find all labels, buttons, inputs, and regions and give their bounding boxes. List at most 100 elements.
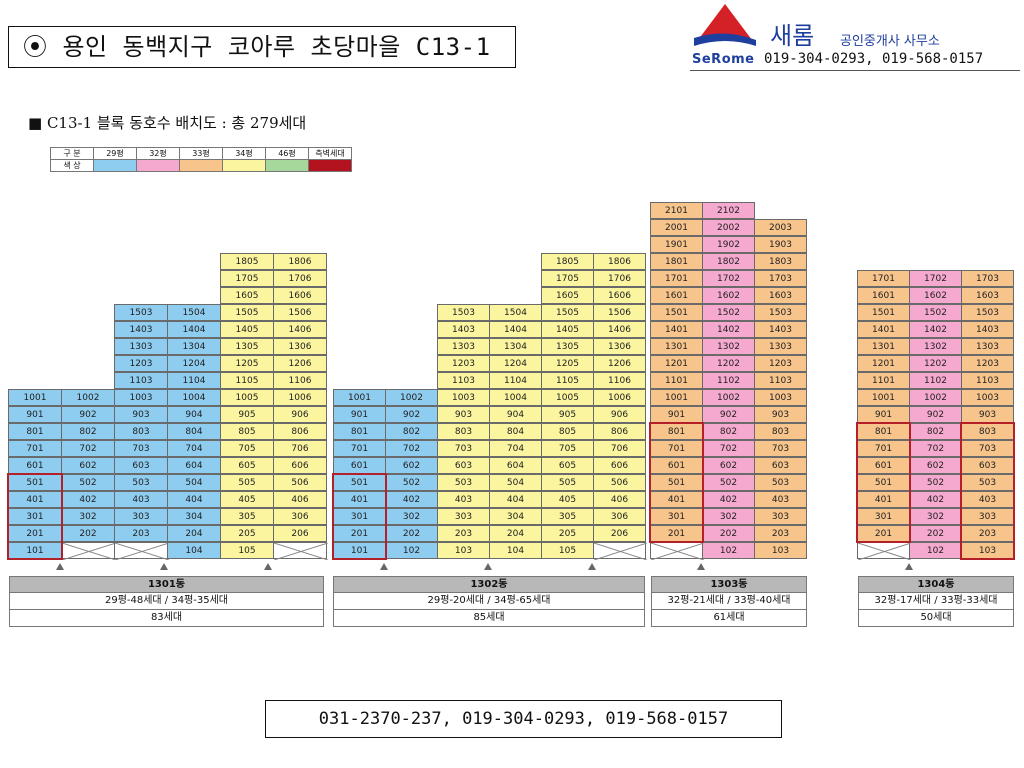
- unit-cell: 302: [909, 508, 962, 525]
- building-name: 1302동: [333, 576, 645, 593]
- unit-cell: 1605: [220, 287, 274, 304]
- unit-cell: 503: [754, 474, 807, 491]
- unit-cell: 1504: [167, 304, 221, 321]
- unit-cell: 306: [273, 508, 327, 525]
- unit-cell: 502: [385, 474, 438, 491]
- unit-cell: 1005: [220, 389, 274, 406]
- unit-cell: 705: [220, 440, 274, 457]
- unit-cell: 102: [385, 542, 438, 559]
- unit-cell: 603: [114, 457, 168, 474]
- unit-cell: 1206: [593, 355, 646, 372]
- unit-cell: 403: [754, 491, 807, 508]
- unit-cell: 105: [541, 542, 594, 559]
- unit-cell: 704: [489, 440, 542, 457]
- unit-cell: 1901: [650, 236, 703, 253]
- unit-cell: 803: [437, 423, 490, 440]
- unit-cell: 805: [220, 423, 274, 440]
- unit-cell: 1403: [754, 321, 807, 338]
- layout-subtitle: ■ C13-1 블록 동호수 배치도 : 총 279세대: [28, 114, 307, 132]
- unit-cell: 1503: [754, 304, 807, 321]
- unit-cell: 306: [593, 508, 646, 525]
- unit-cell: 303: [114, 508, 168, 525]
- unit-cell: 404: [489, 491, 542, 508]
- unit-cell: 703: [754, 440, 807, 457]
- unit-cell: 1403: [437, 321, 490, 338]
- building-name: 1304동: [858, 576, 1014, 593]
- empty-unit-cell: [61, 542, 116, 560]
- unit-cell: 304: [489, 508, 542, 525]
- legend-header: 34평: [222, 147, 266, 160]
- unit-cell: 901: [857, 406, 910, 423]
- building-name: 1303동: [651, 576, 807, 593]
- empty-unit-cell: [114, 542, 169, 560]
- unit-cell: 1503: [961, 304, 1014, 321]
- unit-cell: 1603: [961, 287, 1014, 304]
- legend-header: 측벽세대: [308, 147, 352, 160]
- unit-cell: 806: [273, 423, 327, 440]
- unit-cell: 1203: [754, 355, 807, 372]
- building-total-units: 85세대: [333, 610, 645, 627]
- unit-cell: 1602: [909, 287, 962, 304]
- unit-cell: 901: [8, 406, 62, 423]
- unit-cell: 606: [273, 457, 327, 474]
- empty-unit-cell: [593, 542, 647, 560]
- unit-cell: 906: [273, 406, 327, 423]
- unit-cell: 1302: [702, 338, 755, 355]
- unit-cell: 503: [114, 474, 168, 491]
- legend-color-row: 색 상: [50, 159, 352, 172]
- unit-cell: 203: [437, 525, 490, 542]
- unit-cell: 402: [702, 491, 755, 508]
- building-total-units: 50세대: [858, 610, 1014, 627]
- legend-header: 구 분: [50, 147, 94, 160]
- unit-cell: 1301: [857, 338, 910, 355]
- unit-cell: 902: [702, 406, 755, 423]
- building-total-units: 83세대: [9, 610, 324, 627]
- unit-cell: 701: [333, 440, 386, 457]
- unit-cell: 1806: [593, 253, 646, 270]
- entrance-arrow-icon: [697, 563, 705, 570]
- unit-cell: 2002: [702, 219, 755, 236]
- unit-cell: 903: [754, 406, 807, 423]
- unit-cell: 1105: [220, 372, 274, 389]
- unit-cell: 1203: [961, 355, 1014, 372]
- unit-cell: 1304: [167, 338, 221, 355]
- unit-cell: 902: [385, 406, 438, 423]
- unit-cell: 1104: [167, 372, 221, 389]
- unit-cell: 2102: [702, 202, 755, 219]
- unit-cell: 1405: [541, 321, 594, 338]
- unit-cell: 601: [333, 457, 386, 474]
- unit-cell: 604: [489, 457, 542, 474]
- unit-cell: 1406: [593, 321, 646, 338]
- unit-cell: 402: [61, 491, 115, 508]
- unit-cell: 102: [909, 542, 962, 559]
- unit-cell: 604: [167, 457, 221, 474]
- unit-cell: 702: [61, 440, 115, 457]
- unit-cell: 603: [437, 457, 490, 474]
- unit-cell: 202: [702, 525, 755, 542]
- unit-cell: 1903: [754, 236, 807, 253]
- unit-cell: 406: [273, 491, 327, 508]
- unit-cell: 206: [273, 525, 327, 542]
- unit-cell: 1503: [114, 304, 168, 321]
- unit-cell: 904: [167, 406, 221, 423]
- building-unit-mix: 29평-48세대 / 34평-35세대: [9, 593, 324, 610]
- unit-cell: 1706: [273, 270, 327, 287]
- empty-unit-cell: [273, 542, 328, 560]
- unit-cell: 1603: [754, 287, 807, 304]
- side-wall-highlight: [649, 422, 704, 543]
- unit-cell: 806: [593, 423, 646, 440]
- unit-cell: 903: [961, 406, 1014, 423]
- unit-cell: 1606: [273, 287, 327, 304]
- unit-cell: 702: [909, 440, 962, 457]
- unit-cell: 1402: [702, 321, 755, 338]
- unit-cell: 406: [593, 491, 646, 508]
- unit-cell: 1306: [273, 338, 327, 355]
- unit-cell: 2001: [650, 219, 703, 236]
- unit-cell: 302: [702, 508, 755, 525]
- legend-swatch: [93, 159, 137, 172]
- unit-cell: 105: [220, 542, 274, 559]
- unit-cell: 504: [489, 474, 542, 491]
- unit-cell: 702: [702, 440, 755, 457]
- building-name: 1301동: [9, 576, 324, 593]
- side-wall-highlight: [7, 473, 63, 560]
